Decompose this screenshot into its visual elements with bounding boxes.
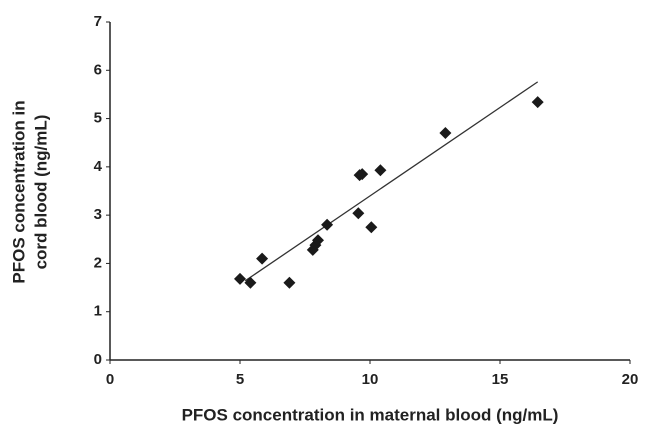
x-tick-label: 10 (362, 371, 379, 388)
data-point (439, 127, 452, 140)
y-tick-label: 6 (94, 61, 102, 78)
y-axis-label: PFOS concentration in (9, 100, 28, 283)
y-axis-label: cord blood (ng/mL) (31, 115, 50, 270)
data-point (531, 96, 544, 109)
x-tick-label: 0 (106, 371, 114, 388)
data-point (352, 207, 365, 220)
data-point (356, 168, 369, 181)
y-tick-label: 5 (94, 110, 102, 127)
data-point (244, 276, 257, 289)
data-point (374, 164, 387, 177)
data-point (312, 234, 324, 247)
trend-line (244, 81, 539, 282)
data-point (256, 252, 269, 265)
y-tick-label: 1 (94, 303, 102, 320)
y-tick-label: 3 (94, 206, 102, 223)
data-point (234, 272, 246, 285)
data-point (321, 218, 334, 231)
y-tick-label: 0 (94, 351, 102, 368)
x-tick-label: 5 (236, 371, 244, 388)
y-tick-label: 4 (94, 158, 103, 175)
x-axis-label: PFOS concentration in maternal blood (ng… (182, 405, 559, 424)
data-point (365, 221, 378, 234)
data-point (283, 276, 296, 289)
y-tick-label: 2 (94, 254, 102, 271)
y-tick-label: 7 (94, 13, 102, 30)
x-tick-label: 20 (622, 371, 639, 388)
x-tick-label: 15 (492, 371, 509, 388)
